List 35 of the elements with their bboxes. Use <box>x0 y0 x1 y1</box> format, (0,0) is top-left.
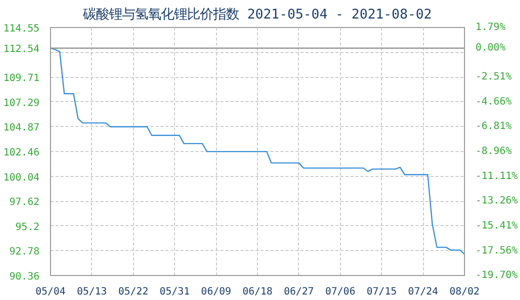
y-tick-label: 100.04 <box>3 172 40 184</box>
y-tick-label: 90.36 <box>9 272 40 282</box>
x-tick-label: 06/09 <box>201 286 232 298</box>
y2-tick-label: -6.81% <box>476 121 512 132</box>
chart-title: 碳酸锂与氢氧化锂比价指数 2021-05-04 - 2021-08-02 <box>82 8 432 22</box>
y2-tick-label: -8.96% <box>476 146 512 158</box>
y2-tick-label: -4.66% <box>476 96 512 108</box>
y-tick-label: 114.55 <box>3 24 40 34</box>
y2-tick-label: -2.51% <box>476 72 512 83</box>
y-tick-label: 95.2 <box>15 222 40 233</box>
y2-tick-label: -13.26% <box>476 196 518 207</box>
y2-tick-label: 1.79% <box>476 22 506 33</box>
y-tick-label: 97.62 <box>9 197 40 208</box>
y2-tick-label: -11.11% <box>476 170 518 182</box>
y2-tick-label: -17.56% <box>476 245 518 256</box>
y-tick-label: 112.54 <box>3 44 40 56</box>
y-tick-label: 104.87 <box>3 122 40 134</box>
x-tick-label: 05/13 <box>76 286 107 298</box>
y-tick-label: 107.29 <box>3 98 40 109</box>
x-tick-label: 05/22 <box>118 286 148 298</box>
x-tick-label: 05/04 <box>35 286 66 298</box>
y-tick-label: 109.71 <box>3 73 40 84</box>
x-tick-label: 08/02 <box>449 286 480 298</box>
x-tick-label: 06/18 <box>242 286 273 298</box>
y-tick-label: 102.46 <box>3 147 40 158</box>
y-tick-label: 92.78 <box>9 246 40 258</box>
x-tick-label: 06/27 <box>284 286 314 298</box>
y2-tick-label: -19.70% <box>476 270 518 281</box>
x-tick-label: 07/06 <box>325 286 356 298</box>
y2-tick-label: -15.41% <box>476 220 518 232</box>
x-tick-label: 07/15 <box>366 286 397 298</box>
x-tick-label: 05/31 <box>160 286 190 298</box>
x-tick-label: 07/24 <box>408 286 438 298</box>
line-series <box>50 48 464 255</box>
y2-tick-label: 0.00% <box>476 42 506 54</box>
